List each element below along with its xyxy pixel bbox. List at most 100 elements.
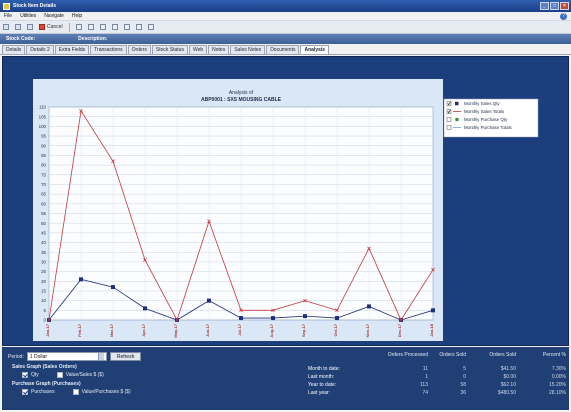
tab-transactions[interactable]: Transactions	[90, 45, 127, 54]
x-tick-label: Nov-17	[365, 323, 370, 337]
analysis-chart-panel: 0 5 10 15 20 25 30 35 40 45 50 55 60 65 70 75 80 85 90 95 10…	[2, 56, 569, 346]
x-tick-label: Jan-18	[429, 323, 434, 336]
cancel-button[interactable]: Cancel	[39, 24, 63, 30]
stats-cell: 36	[460, 390, 466, 396]
menu-utilities[interactable]: Utilities	[20, 13, 37, 19]
x-tick-label: Aug-17	[269, 323, 274, 337]
x-tick-label: Feb-17	[77, 323, 82, 337]
y-tick-label: 45	[41, 230, 46, 235]
data-point	[79, 109, 83, 113]
y-tick-label: 15	[41, 289, 46, 294]
refresh-button[interactable]: Refresh	[109, 352, 142, 361]
previous-record-icon[interactable]	[111, 24, 118, 30]
y-tick-label: 70	[41, 182, 46, 187]
stats-cell: 15.20%	[549, 382, 566, 388]
period-group: Period: 1 Dollar Refresh	[8, 352, 142, 361]
stats-table: Orders Processed Orders Sold Orders Sold…	[308, 352, 566, 397]
tab-sales-notes[interactable]: Sales Notes	[230, 45, 266, 54]
save-close-button[interactable]	[27, 24, 33, 30]
purchase-graph-group-title: Purchase Graph (Purchases)	[12, 381, 81, 387]
tab-documents[interactable]: Documents	[266, 45, 300, 54]
sales-qty-label: Qty	[31, 372, 39, 378]
y-tick-label: 65	[41, 192, 46, 197]
tab-stock-status[interactable]: Stock Status	[151, 45, 188, 54]
menu-file[interactable]: File	[4, 13, 13, 19]
legend-checkmark	[447, 109, 451, 114]
search-icon[interactable]	[147, 24, 154, 30]
copy-icon[interactable]	[75, 24, 82, 30]
save-button[interactable]	[15, 24, 21, 30]
tab-notes[interactable]: Notes	[208, 45, 230, 54]
menu-help[interactable]: Help	[71, 13, 83, 19]
legend-box	[443, 98, 539, 138]
stats-row: Last year: 74 36 $480.50 28.10%	[308, 389, 566, 397]
stats-cell: 11	[422, 366, 428, 372]
window-controls: _ □ ×	[540, 2, 569, 10]
close-button[interactable]: ×	[560, 2, 569, 10]
y-tick-label: 60	[41, 201, 46, 206]
x-tick-label: Jul-17	[237, 323, 242, 335]
tab-analysis[interactable]: Analysis	[300, 45, 330, 54]
save-close-icon	[27, 24, 33, 30]
stats-cell: 0	[463, 374, 466, 380]
last-record-icon[interactable]	[135, 24, 142, 30]
purchase-value-label: Value/Purchases $ ($)	[81, 389, 131, 395]
chart-subtitle: ABP0001 : SXS MOUSING CABLE	[201, 97, 282, 103]
legend-label: Monthly Purchase Totals	[464, 125, 513, 130]
x-tick-label: Mar-17	[109, 323, 114, 337]
stats-cell: 1	[425, 374, 428, 380]
window-titlebar: Stock Item Details _ □ ×	[0, 0, 571, 12]
data-point	[239, 308, 243, 313]
data-point	[335, 308, 339, 313]
purchases-checkbox[interactable]	[22, 389, 28, 395]
sales-graph-options: Qty Value/Sales $ ($)	[22, 372, 104, 378]
tab-details-2[interactable]: Details 2	[26, 45, 54, 54]
minimize-button[interactable]: _	[540, 2, 549, 10]
window-title: Stock Item Details	[13, 3, 57, 9]
chevron-down-icon	[97, 353, 104, 360]
y-tick-label: 40	[41, 240, 46, 245]
first-record-icon[interactable]	[99, 24, 106, 30]
y-tick-label: 55	[41, 211, 46, 216]
sales-value-label: Value/Sales $ ($)	[65, 372, 104, 378]
stats-row: Year to date: 113 58 $62.10 15.20%	[308, 381, 566, 389]
sales-qty-checkbox[interactable]	[22, 372, 28, 378]
next-record-icon[interactable]	[123, 24, 130, 30]
x-tick-label: Dec-17	[397, 323, 402, 337]
description-label: Description:	[78, 36, 108, 42]
x-tick-label: Oct-17	[333, 323, 338, 336]
tab-web[interactable]: Web	[188, 45, 208, 54]
new-button[interactable]	[3, 24, 9, 30]
menu-navigate[interactable]: Navigate	[44, 13, 64, 19]
stats-cell: 74	[422, 390, 428, 396]
help-icon[interactable]: ?	[560, 13, 567, 20]
data-point	[399, 318, 403, 322]
x-tick-label: Apr-17	[141, 323, 146, 336]
stats-cell: 28.10%	[549, 390, 566, 396]
y-tick-label: 100	[39, 124, 47, 129]
data-point	[367, 246, 371, 251]
legend-checkbox	[446, 125, 452, 130]
data-point	[367, 304, 371, 309]
maximize-button[interactable]: □	[550, 2, 559, 10]
y-tick-label: 105	[39, 114, 47, 119]
stats-cell: 7.30%	[551, 366, 566, 372]
y-tick-label: 35	[41, 250, 46, 255]
sales-value-checkbox[interactable]	[56, 372, 63, 378]
purchase-value-checkbox[interactable]	[72, 389, 79, 395]
y-tick-label: 50	[41, 221, 46, 226]
y-tick-label: 20	[41, 279, 46, 284]
print-icon[interactable]	[87, 24, 94, 30]
period-select[interactable]: 1 Dollar	[26, 352, 107, 361]
stats-row-label: Year to date:	[308, 382, 337, 388]
tab-strip: Details Details 2 Extra Fields Transacti…	[0, 45, 571, 55]
data-point	[79, 277, 83, 282]
tab-extra-fields[interactable]: Extra Fields	[54, 45, 90, 54]
legend-label: Monthly Sales Qty	[464, 101, 500, 106]
x-tick-label: Sep-17	[301, 323, 306, 337]
y-tick-label: 0	[44, 318, 47, 323]
tab-details[interactable]: Details	[2, 45, 26, 54]
tab-orders[interactable]: Orders	[127, 45, 151, 54]
data-point	[175, 318, 179, 322]
data-point	[111, 285, 115, 290]
